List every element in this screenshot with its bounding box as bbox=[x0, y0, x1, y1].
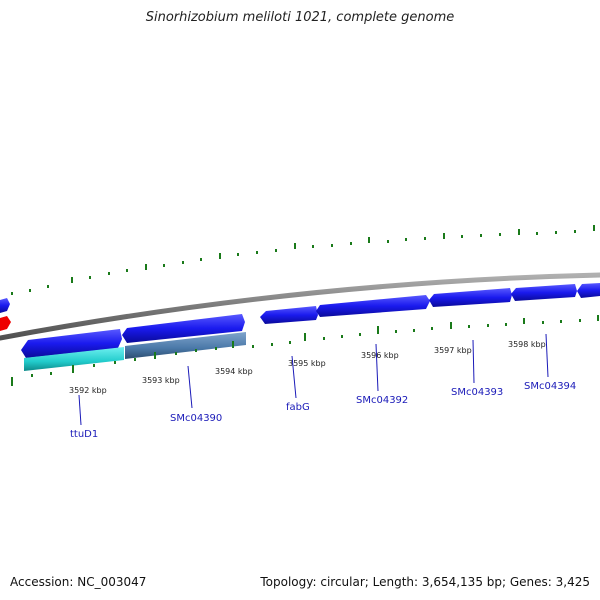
scale-label: 3597 kbp bbox=[434, 346, 472, 355]
gene-label-smc04394: SMc04394 bbox=[524, 381, 576, 392]
gene-label-ttud1: ttuD1 bbox=[70, 429, 98, 440]
start-marker bbox=[0, 316, 11, 331]
gene-arrow bbox=[260, 306, 318, 324]
gene-label-smc04390: SMc04390 bbox=[170, 413, 222, 424]
gene-arrow bbox=[511, 284, 577, 301]
gene-arrow bbox=[122, 314, 245, 343]
reverse-strand-genes bbox=[21, 283, 600, 358]
gene-labels: ttuD1 SMc04390 fabG SMc04392 SMc04393 SM… bbox=[70, 381, 576, 440]
gene-label-fabg: fabG bbox=[286, 402, 310, 413]
gene-label-lines bbox=[78, 333, 549, 426]
gene-arrow bbox=[316, 295, 430, 317]
gene-arrow-forward-edge bbox=[0, 298, 10, 313]
gene-arrow bbox=[429, 288, 512, 307]
scale-label: 3592 kbp bbox=[69, 386, 107, 395]
genome-summary: Topology: circular; Length: 3,654,135 bp… bbox=[260, 575, 590, 589]
gene-arrow bbox=[577, 283, 600, 298]
gene-label-smc04393: SMc04393 bbox=[451, 387, 503, 398]
gene-label-smc04392: SMc04392 bbox=[356, 395, 408, 406]
scale-label: 3598 kbp bbox=[508, 340, 546, 349]
scale-label: 3593 kbp bbox=[142, 376, 180, 385]
highlight-feature-cyan bbox=[24, 347, 124, 371]
map-title: Sinorhizobium meliloti 1021, complete ge… bbox=[145, 10, 455, 25]
gene-arrow bbox=[21, 329, 122, 358]
genome-backbone bbox=[0, 272, 600, 341]
scale-labels: 3592 kbp 3593 kbp 3594 kbp 3595 kbp 3596… bbox=[69, 340, 546, 395]
scale-label: 3595 kbp bbox=[288, 359, 326, 368]
upper-tick-arc bbox=[11, 225, 595, 295]
scale-label: 3596 kbp bbox=[361, 351, 399, 360]
scale-label: 3594 kbp bbox=[215, 367, 253, 376]
lower-tick-arc bbox=[11, 315, 599, 386]
accession-label: Accession: NC_003047 bbox=[10, 575, 147, 589]
